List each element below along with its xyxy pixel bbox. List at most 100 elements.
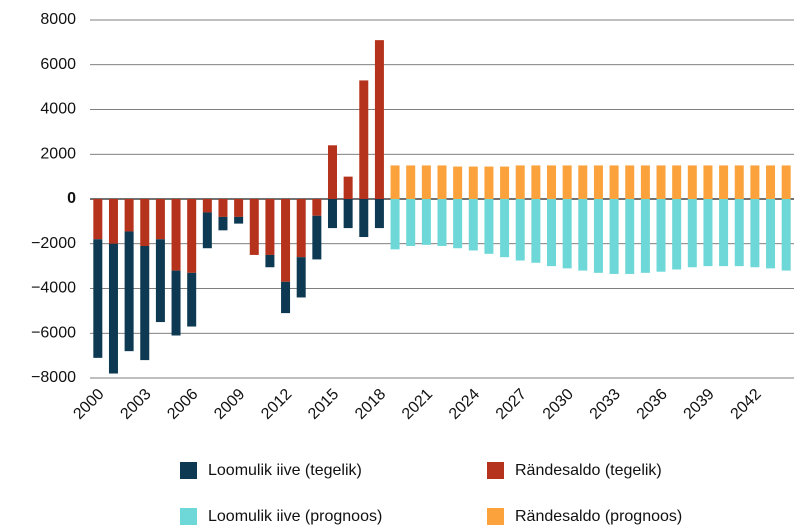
bar	[609, 199, 619, 274]
bar	[234, 199, 244, 217]
bar	[468, 166, 478, 199]
x-tick-label: 2000	[70, 386, 107, 423]
bar	[343, 199, 353, 229]
bar	[406, 199, 416, 246]
bar	[171, 199, 181, 271]
bar	[234, 216, 244, 224]
bar	[343, 176, 353, 199]
bar	[781, 165, 791, 199]
bar	[656, 165, 666, 199]
bar	[484, 166, 494, 199]
bar	[249, 199, 259, 255]
bar	[640, 199, 650, 273]
bar	[155, 239, 165, 323]
x-tick-label: 2006	[164, 386, 201, 423]
bar	[327, 145, 337, 199]
bar	[609, 165, 619, 199]
bar	[374, 199, 384, 229]
bar	[265, 199, 275, 255]
bar	[359, 80, 369, 199]
bar	[108, 243, 118, 374]
bar	[437, 199, 447, 246]
bar	[108, 199, 118, 244]
bar	[218, 216, 228, 231]
x-tick-label: 2042	[728, 386, 765, 423]
bar	[265, 254, 275, 268]
y-tick-label: 2000	[40, 145, 76, 162]
bar	[421, 165, 431, 199]
bar	[312, 215, 322, 260]
bar	[547, 165, 557, 199]
bar	[703, 165, 713, 199]
bar	[140, 199, 150, 246]
bar	[312, 199, 322, 216]
legend-label: Rändesaldo (prognoos)	[515, 508, 682, 525]
bar	[187, 272, 197, 327]
legend-swatch	[180, 508, 197, 525]
bar	[453, 199, 463, 249]
bar	[500, 166, 510, 199]
bar	[531, 199, 541, 263]
bar	[625, 165, 635, 199]
bar	[281, 199, 291, 282]
bar	[390, 165, 400, 199]
bar	[155, 199, 165, 240]
bar	[750, 165, 760, 199]
x-tick-label: 2018	[352, 386, 389, 423]
bar	[171, 270, 181, 336]
bar	[453, 166, 463, 199]
legend-label: Rändesaldo (tegelik)	[515, 462, 662, 479]
x-tick-label: 2003	[117, 386, 154, 423]
x-tick-label: 2024	[446, 386, 483, 423]
bar	[187, 199, 197, 273]
bar	[593, 165, 603, 199]
bar	[766, 165, 776, 199]
x-tick-label: 2012	[258, 386, 295, 423]
bar	[468, 199, 478, 251]
bar	[687, 199, 697, 268]
bar	[547, 199, 557, 267]
bar	[390, 199, 400, 250]
bar	[719, 199, 729, 267]
bar	[406, 165, 416, 199]
bar	[484, 199, 494, 254]
bar	[766, 199, 776, 269]
legend-swatch	[487, 462, 504, 479]
bar	[374, 40, 384, 200]
x-tick-label: 2039	[681, 386, 718, 423]
bar	[734, 199, 744, 267]
bar	[296, 257, 306, 298]
bar	[719, 165, 729, 199]
bar	[625, 199, 635, 274]
bar	[640, 165, 650, 199]
bar	[500, 199, 510, 258]
bar	[124, 199, 134, 232]
bar	[93, 239, 103, 358]
y-tick-label: 8000	[40, 11, 76, 28]
bar	[359, 199, 369, 238]
x-tick-label: 2015	[305, 386, 342, 423]
bar	[656, 199, 666, 272]
bar	[750, 199, 760, 268]
y-tick-label: 6000	[40, 56, 76, 73]
legend-label: Loomulik iive (prognoos)	[208, 508, 382, 525]
bar	[562, 165, 572, 199]
bar	[687, 165, 697, 199]
bar	[515, 165, 525, 199]
bar	[672, 165, 682, 199]
bar	[781, 199, 791, 271]
bar	[734, 165, 744, 199]
legend-label: Loomulik iive (tegelik)	[208, 462, 362, 479]
y-tick-label: −4000	[31, 280, 76, 297]
y-tick-label: −6000	[31, 324, 76, 341]
x-tick-label: 2027	[493, 386, 530, 423]
bar	[531, 165, 541, 199]
y-tick-label: 0	[67, 190, 76, 207]
bar	[124, 231, 134, 352]
bar	[421, 199, 431, 245]
bar	[578, 199, 588, 271]
bar	[296, 199, 306, 258]
bar	[93, 199, 103, 240]
bar	[437, 165, 447, 199]
